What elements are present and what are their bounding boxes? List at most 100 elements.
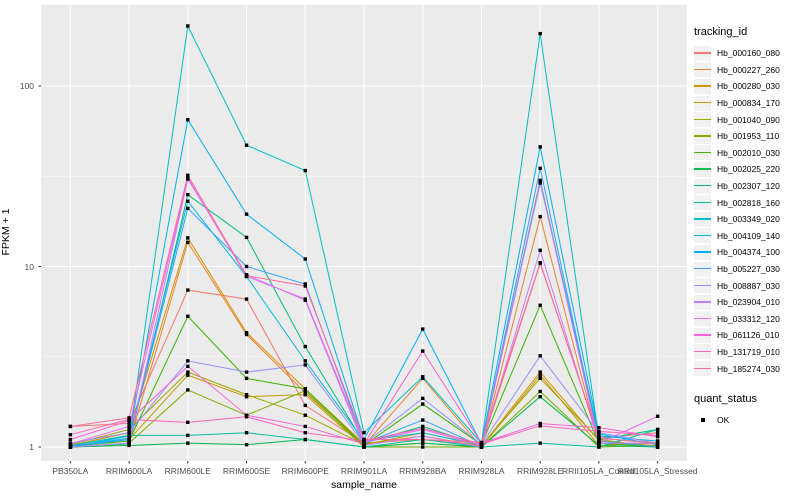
legend-item-label: Hb_000160_080 [717,48,780,59]
data-point [538,31,542,36]
legend-key [694,161,711,177]
y-tick-label: 10 [24,261,34,272]
data-point [186,314,190,318]
legend-item: Hb_004109_140 [694,228,800,245]
data-point [127,437,131,442]
legend-item: Hb_000160_080 [694,45,800,62]
data-point [303,424,307,429]
data-point [421,434,425,438]
legend-item-label: Hb_000227_260 [717,64,780,75]
legend-title-tracking-id: tracking_id [694,26,748,38]
data-point [655,439,660,443]
legend-item-label: Hb_002010_030 [717,147,780,158]
legend-key [694,344,711,360]
x-axis-title: sample_name [331,479,397,491]
legend-item: Hb_004374_100 [694,244,800,261]
data-point [186,118,190,122]
data-point [186,441,190,445]
data-point [127,434,131,438]
data-point [127,441,131,445]
data-point [127,424,131,429]
data-point [538,389,542,394]
legend-key [694,95,711,111]
data-point [655,441,660,445]
legend-item: Hb_131719_010 [694,344,800,361]
x-tick-label: RRII105LA_Control [562,466,636,476]
legend: tracking_id Hb_000160_080 Hb_000227_260 Hb… [694,26,800,428]
data-point [244,392,249,397]
legend-key-line-icon [694,350,711,353]
legend-item: Hb_008887_030 [694,277,800,294]
data-point [597,436,601,440]
quant-legend-item: OK [694,412,800,429]
data-point [655,414,660,418]
data-point [362,431,366,435]
data-point [244,264,249,269]
x-tick-label: RRIM901LA [340,466,388,476]
data-point [68,424,73,429]
black-square-point-icon [700,418,705,423]
data-point [538,303,542,307]
data-point [303,390,307,395]
data-point [303,282,307,286]
data-point [186,370,190,374]
legend-item: Hb_002010_030 [694,145,800,162]
x-tick-label: RRIM600PE [281,466,329,476]
legend-key-line-icon [694,367,711,369]
data-point [479,440,484,445]
legend-key-line-icon [694,334,711,336]
legend-item: Hb_001040_090 [694,111,800,128]
legend-key-line-icon [694,151,711,154]
legend-item-label: Hb_000280_030 [717,81,780,92]
legend-key [694,244,711,260]
data-point [538,373,542,377]
data-point [186,373,190,377]
data-point [244,442,249,447]
data-point [655,433,660,438]
legend-key-line-icon [694,317,711,320]
data-point [186,206,190,211]
data-point [597,441,601,445]
data-point [186,240,190,245]
legend-item-label: Hb_001953_110 [717,131,780,142]
y-axis-title: FPKM + 1 [0,208,12,256]
legend-item: Hb_185274_030 [694,360,800,377]
legend-key [694,294,711,310]
legend-key [694,128,711,144]
data-point [244,332,249,337]
legend-item-label: Hb_008887_030 [717,280,780,291]
legend-key [694,62,711,78]
legend-key-line-icon [694,52,711,54]
legend-key [694,145,711,161]
legend-key [694,361,711,377]
x-tick-label: RRIM928BA [399,466,447,476]
data-point [655,431,660,435]
data-point [127,427,131,432]
legend-item-label: Hb_131719_010 [717,346,780,357]
data-point [244,415,249,419]
legend-item: Hb_002818_160 [694,194,800,211]
data-point [362,437,366,442]
legend-item-label: Hb_061126_010 [717,330,780,341]
legend-item-label: Hb_003349_020 [717,214,780,225]
data-point [538,394,542,399]
legend-item-label: Hb_005227_030 [717,264,780,275]
legend-item: Hb_023904_010 [694,294,800,311]
legend-item: Hb_000227_260 [694,62,800,79]
x-tick-label: RRIM600SE [222,466,271,476]
data-point [655,427,660,432]
legend-key [694,112,711,128]
legend-item-label: Hb_001040_090 [717,114,780,125]
legend-key-line-icon [694,168,711,170]
data-point [655,445,660,449]
data-point [303,344,307,349]
data-point [421,396,425,401]
data-point [421,424,425,429]
quant-item-list: OK [694,412,800,429]
data-point [597,434,601,438]
data-point [186,388,190,392]
data-point [186,288,190,292]
data-point [538,214,542,219]
data-point [421,437,425,442]
